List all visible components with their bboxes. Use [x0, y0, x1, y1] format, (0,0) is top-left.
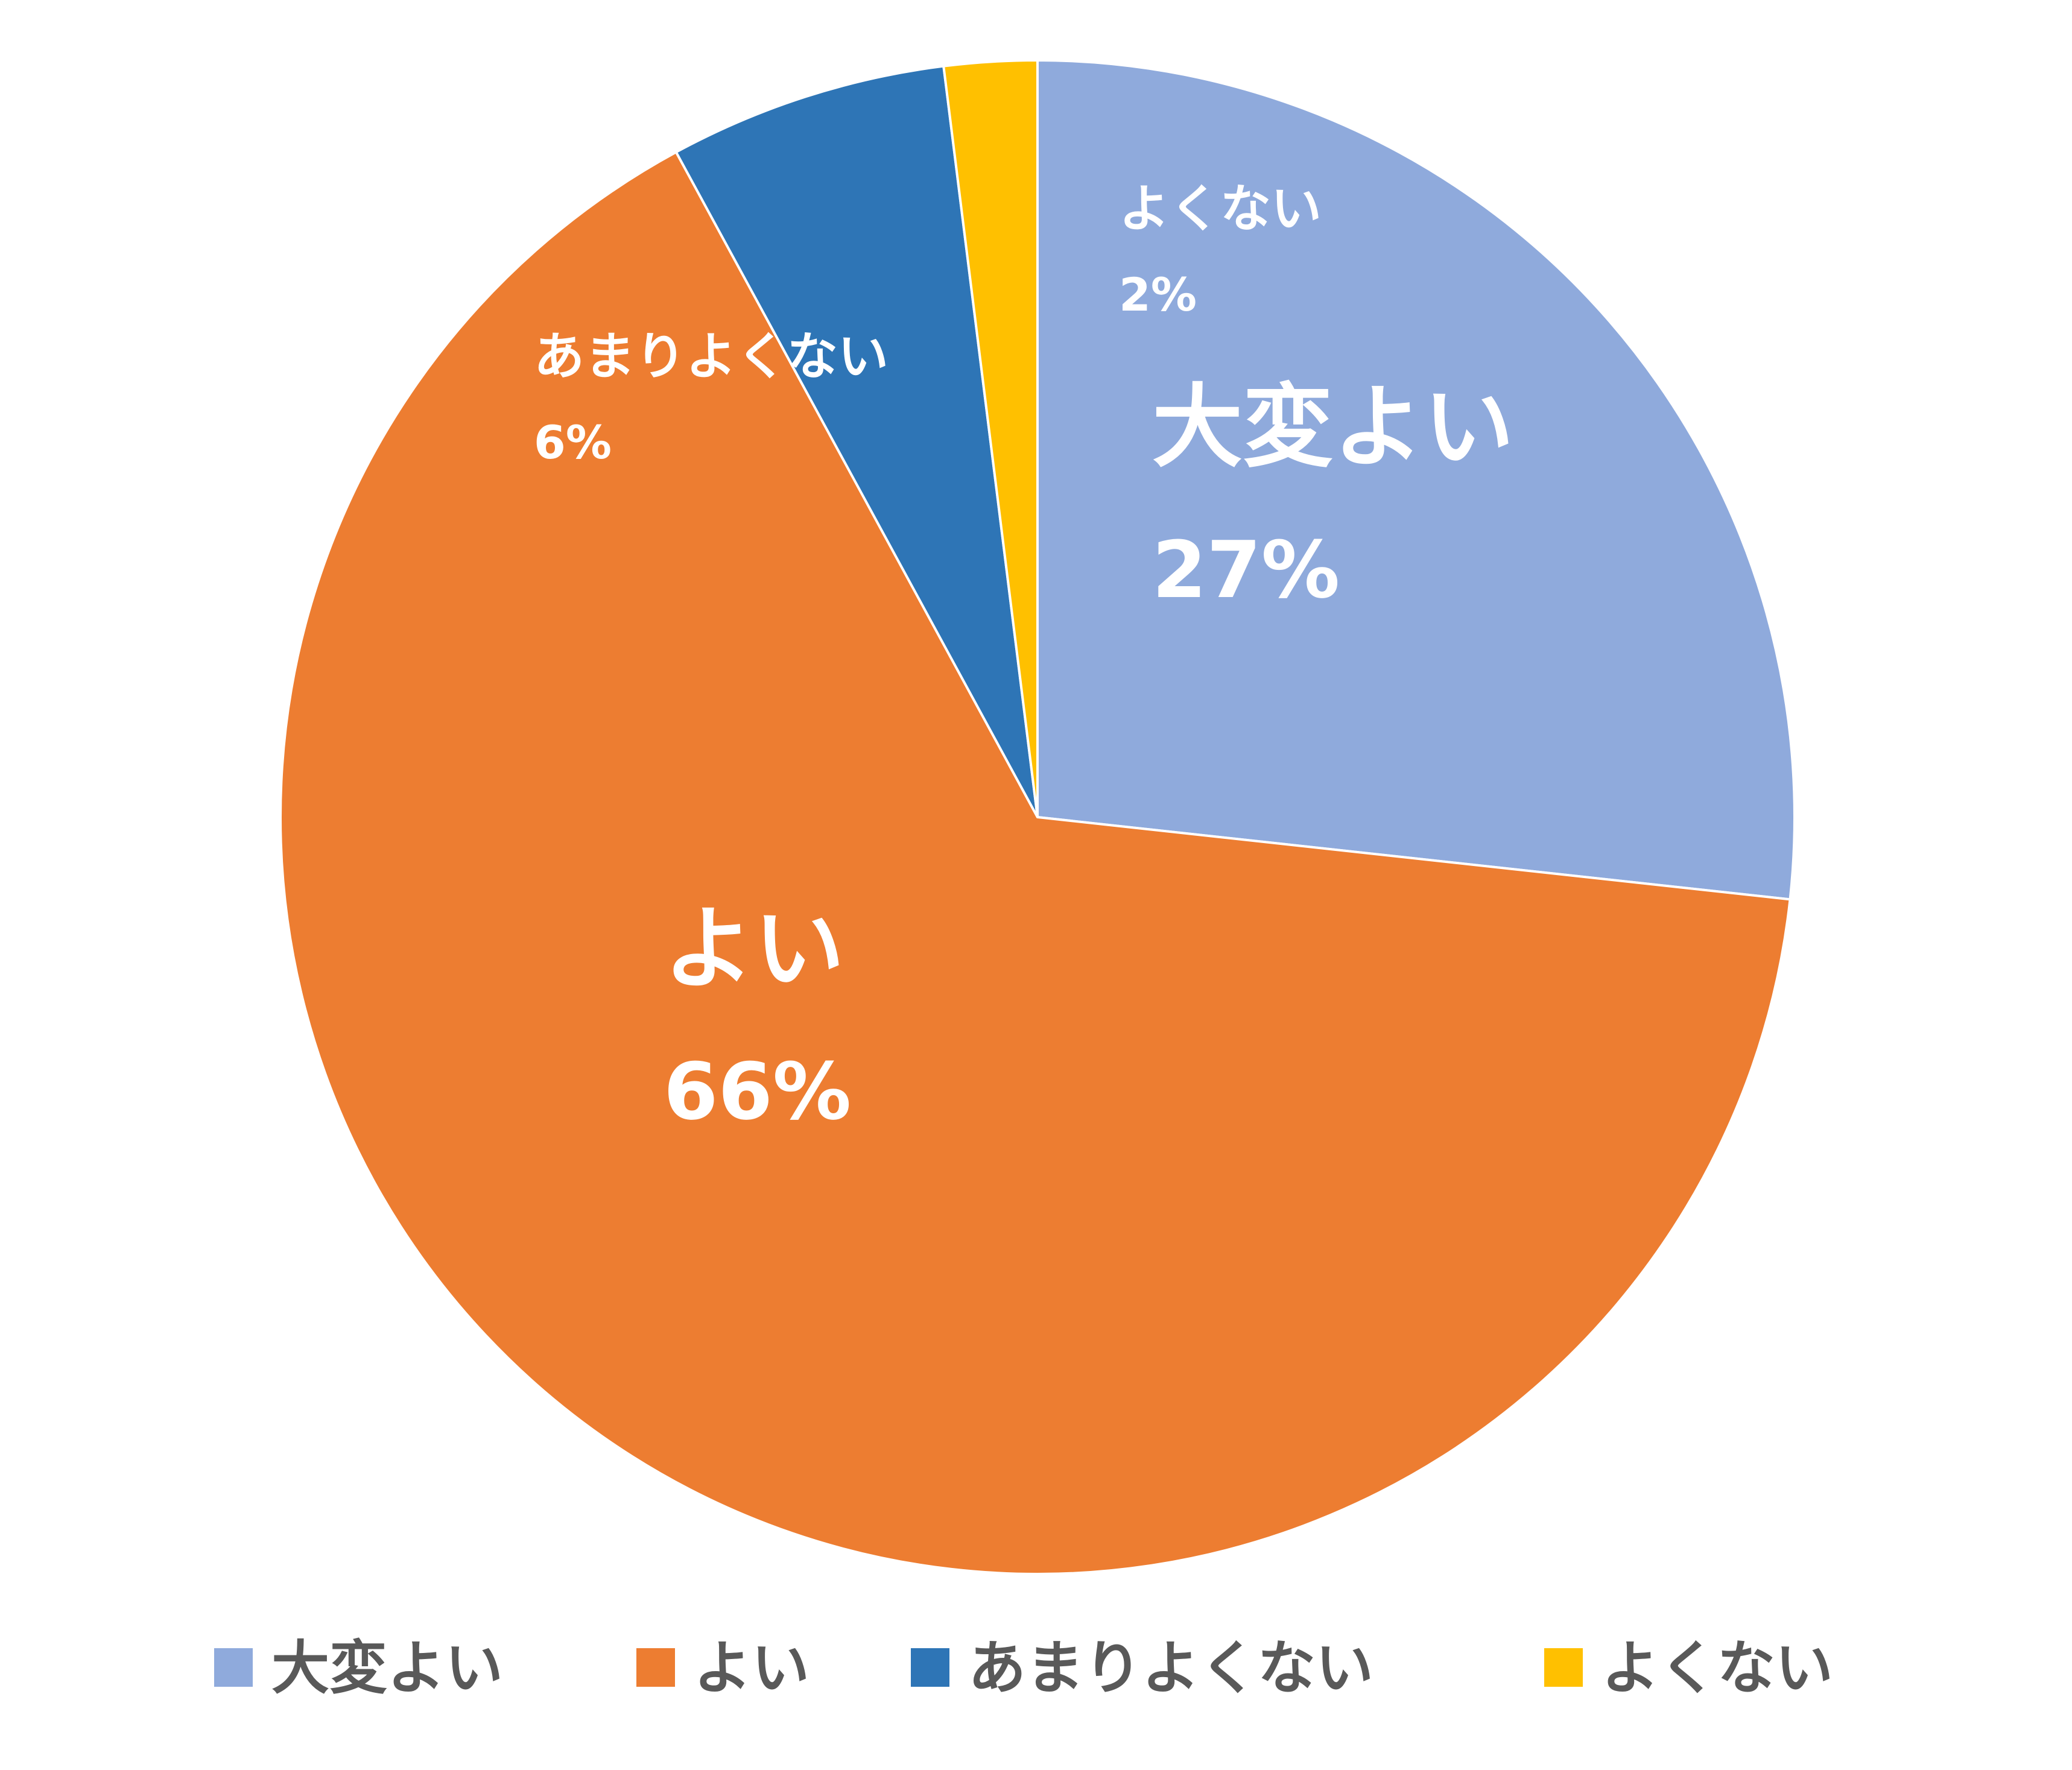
pie-slice-3	[674, 65, 1039, 818]
legend-swatch-1	[214, 1648, 253, 1687]
slice-label-value-3: 6%	[534, 416, 612, 469]
legend-label-2: よい	[694, 1634, 809, 1702]
legend-swatch-2	[636, 1648, 675, 1687]
pie-slice-4	[942, 58, 1039, 818]
slice-label-name-4: よくない	[1119, 179, 1322, 238]
slice-label-name-2: よい	[664, 897, 844, 1002]
legend-swatch-4	[1544, 1648, 1583, 1687]
slice-label-name-3: あまりよくない	[534, 327, 889, 386]
slice-labels: 大変よい 27% よい 66% あまりよくない 6% よくない 2%	[534, 179, 1514, 1137]
slice-label-value-2: 66%	[664, 1046, 851, 1137]
legend: 大変よい よい あまりよくない よくない	[214, 1634, 1833, 1702]
legend-label-3: あまりよくない	[968, 1634, 1373, 1702]
pie-slices	[279, 58, 1796, 1575]
pie-slice-2	[279, 150, 1792, 1575]
legend-label-4: よくない	[1602, 1634, 1833, 1702]
slice-label-value-1: 27%	[1152, 524, 1340, 616]
legend-label-1: 大変よい	[271, 1634, 503, 1702]
legend-swatch-3	[911, 1648, 949, 1687]
slice-label-name-1: 大変よい	[1152, 375, 1514, 480]
pie-slice-1	[1036, 58, 1796, 901]
slice-label-value-4: 2%	[1119, 268, 1197, 321]
